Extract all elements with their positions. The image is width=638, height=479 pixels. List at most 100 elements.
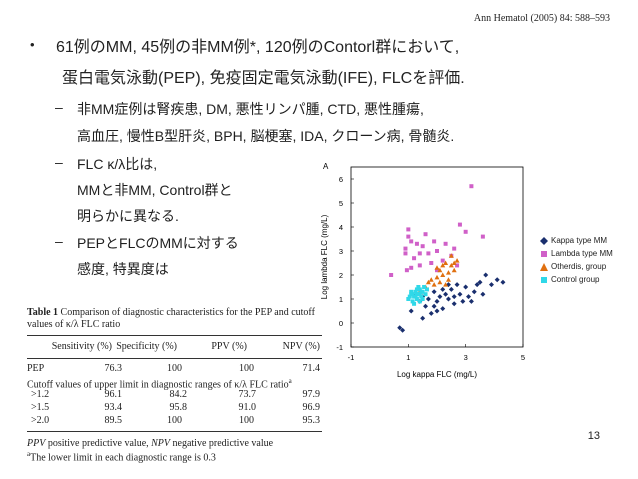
lambda-point [409, 265, 414, 270]
row-label: PEP [27, 363, 45, 374]
lambda-point [429, 261, 434, 265]
header-specificity: Specificity (%) [116, 341, 177, 352]
row-label: >2.0 [31, 415, 50, 426]
control-point [412, 301, 417, 306]
lambda-point [480, 234, 485, 239]
y-tick-label: 2 [339, 271, 343, 280]
kappa-point [471, 289, 477, 295]
lambda-point [403, 251, 408, 256]
kappa-point [483, 272, 489, 278]
table-header-rule [27, 358, 322, 359]
subbullet-2-line-2: MMと非MM, Control群と [77, 182, 233, 198]
kappa-point [431, 303, 437, 309]
table-row-cutoff-1: >1.2 96.1 84.2 73.7 97.9 [27, 388, 322, 401]
table-caption: Table 1 Comparison of diagnostic charact… [27, 307, 322, 331]
y-tick-label: 6 [339, 175, 343, 184]
table-bottom-rule [27, 431, 322, 432]
lambda-point [469, 184, 474, 189]
control-point [422, 285, 427, 289]
control-point [407, 294, 412, 299]
header-sensitivity: Sensitivity (%) [51, 341, 112, 352]
footnote-npv-desc: negative predictive value [170, 438, 274, 449]
cell-specificity: 95.8 [169, 402, 188, 413]
cell-specificity: 100 [167, 415, 182, 426]
control-point [406, 297, 411, 301]
kappa-point [468, 298, 474, 304]
table-row-cutoff-2: >1.5 93.4 95.8 91.0 96.9 [27, 401, 322, 414]
kappa-point [451, 301, 457, 307]
kappa-point [397, 325, 403, 331]
subbullet-1-line-1: 非MM症例は腎疾患, DM, 悪性リンパ腫, CTD, 悪性腫瘍, [77, 101, 424, 117]
otherdis-point [431, 282, 437, 287]
lambda-point [435, 268, 439, 273]
control-point [410, 292, 415, 297]
lambda-point [389, 273, 394, 277]
lambda-point [452, 246, 457, 251]
kappa-point [460, 298, 466, 304]
x-axis-label: Log kappa FLC (mg/L) [397, 370, 477, 379]
control-point [413, 294, 418, 299]
cell-npv: 97.9 [302, 389, 321, 400]
cutoff-label: Cutoff values of upper limit in diagnost… [27, 379, 289, 391]
lambda-point [420, 244, 425, 249]
kappa-point [443, 291, 449, 297]
kappa-point [477, 279, 483, 285]
lambda-point [455, 263, 460, 268]
subbullet-2-line-3: 明らかに異なる. [77, 208, 179, 224]
subbullet-marker-3: – [55, 233, 63, 249]
square-marker-icon [541, 250, 547, 257]
otherdis-point [440, 262, 446, 268]
otherdis-point [443, 260, 449, 265]
row-label: >1.5 [31, 402, 50, 413]
kappa-point [420, 315, 426, 321]
control-point [420, 297, 425, 301]
otherdis-point [445, 270, 451, 275]
lambda-point [403, 246, 408, 251]
table-footnote-2: aThe lower limit in each diagnostic rang… [27, 449, 322, 463]
x-tick-label: 3 [464, 353, 468, 362]
cell-ppv: 73.7 [238, 389, 257, 400]
otherdis-point [440, 272, 446, 277]
kappa-point [488, 282, 494, 288]
footnote-ppv: PPV [27, 438, 46, 449]
table-header-row: Sensitivity (%) Specificity (%) PPV (%) … [27, 340, 322, 353]
legend-item-lambda: Lambda type MM [540, 247, 613, 260]
footnote-ppv-desc: positive predictive value, [45, 438, 152, 449]
kappa-point [425, 296, 431, 302]
y-tick-label: 4 [339, 223, 343, 232]
subbullet-2-line-1: FLC κ/λ比は, [77, 156, 158, 172]
kappa-point [431, 289, 437, 295]
kappa-point [437, 294, 443, 300]
plot-frame [350, 166, 524, 348]
header-npv: NPV (%) [282, 341, 320, 352]
lambda-point [414, 241, 419, 246]
y-tick-label: 0 [339, 319, 343, 328]
cell-npv: 71.4 [302, 363, 321, 374]
table-row-cutoff-3: >2.0 89.5 100 100 95.3 [27, 414, 322, 427]
legend-label: Lambda type MM [551, 249, 613, 258]
subbullet-3-line-1: PEPとFLCのMMに対する [77, 235, 239, 251]
lambda-point [409, 239, 414, 244]
kappa-point [440, 286, 446, 292]
cell-npv: 96.9 [302, 402, 321, 413]
comparison-table: Table 1 Comparison of diagnostic charact… [27, 307, 322, 463]
otherdis-point [451, 260, 457, 265]
table-footnote-1: PPV positive predictive value, NPV negat… [27, 438, 322, 449]
x-tick-label: -1 [348, 353, 355, 362]
otherdis-point [425, 279, 431, 285]
kappa-point [451, 294, 457, 300]
control-point [414, 292, 419, 297]
cell-ppv: 100 [239, 363, 254, 374]
cell-specificity: 100 [167, 363, 182, 374]
cell-ppv: 91.0 [238, 402, 257, 413]
kappa-point [500, 279, 506, 285]
control-point [423, 292, 428, 297]
otherdis-point [434, 274, 440, 280]
kappa-point [494, 277, 500, 283]
x-tick-label: 5 [521, 353, 525, 362]
diamond-marker-icon [540, 236, 548, 245]
table-row-pep: PEP 76.3 100 100 71.4 [27, 362, 322, 375]
lambda-point [406, 227, 411, 232]
header-ppv: PPV (%) [211, 341, 247, 352]
cell-npv: 95.3 [302, 415, 321, 426]
